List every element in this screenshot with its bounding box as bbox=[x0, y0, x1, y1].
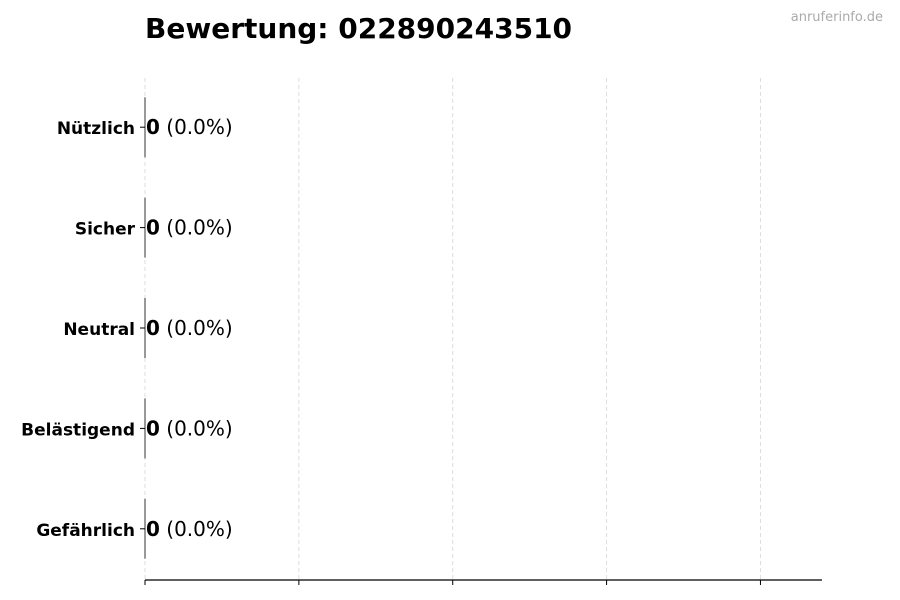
data-label-percent: (0.0%) bbox=[160, 115, 233, 139]
y-tick-label: Neutral bbox=[63, 320, 135, 340]
data-label-value: 0 bbox=[146, 517, 160, 541]
data-label-value: 0 bbox=[146, 216, 160, 240]
data-label: 0 (0.0%) bbox=[146, 316, 233, 340]
y-tick-label: Gefährlich bbox=[36, 521, 135, 541]
data-label: 0 (0.0%) bbox=[146, 216, 233, 240]
y-tick-label: Nützlich bbox=[57, 119, 135, 139]
data-label: 0 (0.0%) bbox=[146, 517, 233, 541]
data-label-percent: (0.0%) bbox=[160, 517, 233, 541]
data-label-percent: (0.0%) bbox=[160, 416, 233, 440]
data-label-value: 0 bbox=[146, 115, 160, 139]
watermark: anruferinfo.de bbox=[790, 10, 883, 25]
chart-title: Bewertung: 022890243510 bbox=[145, 12, 573, 45]
data-label-percent: (0.0%) bbox=[160, 216, 233, 240]
data-label-value: 0 bbox=[146, 416, 160, 440]
y-tick-label: Belästigend bbox=[21, 420, 135, 440]
data-label: 0 (0.0%) bbox=[146, 416, 233, 440]
data-label-percent: (0.0%) bbox=[160, 316, 233, 340]
data-label: 0 (0.0%) bbox=[146, 115, 233, 139]
data-label-value: 0 bbox=[146, 316, 160, 340]
y-tick-label: Sicher bbox=[75, 220, 136, 240]
